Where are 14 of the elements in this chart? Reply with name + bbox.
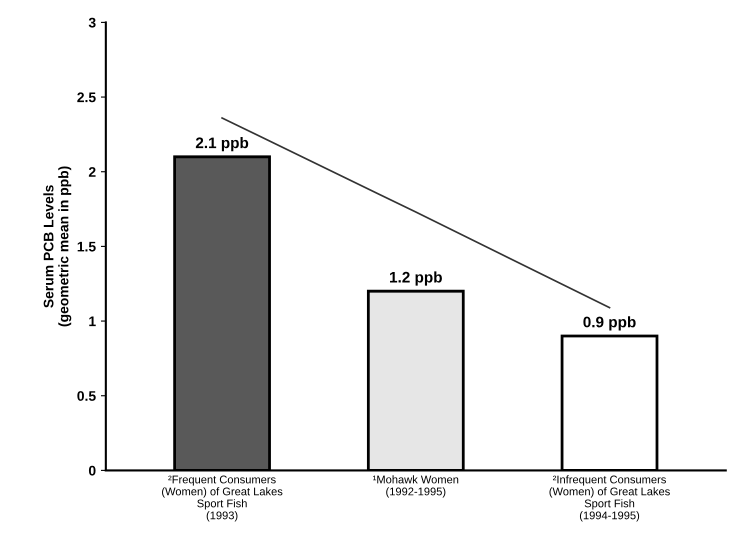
- y-tick-label: 0: [88, 466, 96, 476]
- data-label: 0.9 ppb: [583, 316, 636, 330]
- x-tick-label: ²Infrequent Consumers (Women) of Great Lakes Sport Fish (1994-1995): [549, 475, 670, 522]
- y-tick-label: 3: [88, 18, 96, 28]
- y-tick-label: 2: [88, 167, 96, 177]
- y-tick-label: 2.5: [77, 92, 96, 102]
- y-tick-label: 1: [89, 316, 96, 326]
- x-tick-label: ²Frequent Consumers (Women) of Great Lakes Sport Fish (1993): [162, 476, 282, 522]
- y-axis-title: Serum PCB Levels (geometric mean in ppb): [43, 166, 72, 326]
- x-tick-label: ¹Mohawk Women (1992-1995): [373, 475, 458, 498]
- y-tick-label: 0.5: [77, 391, 96, 401]
- y-tick-label: 1.5: [78, 242, 96, 252]
- data-label: 1.2 ppb: [390, 271, 442, 286]
- data-label: 2.1 ppb: [196, 137, 248, 152]
